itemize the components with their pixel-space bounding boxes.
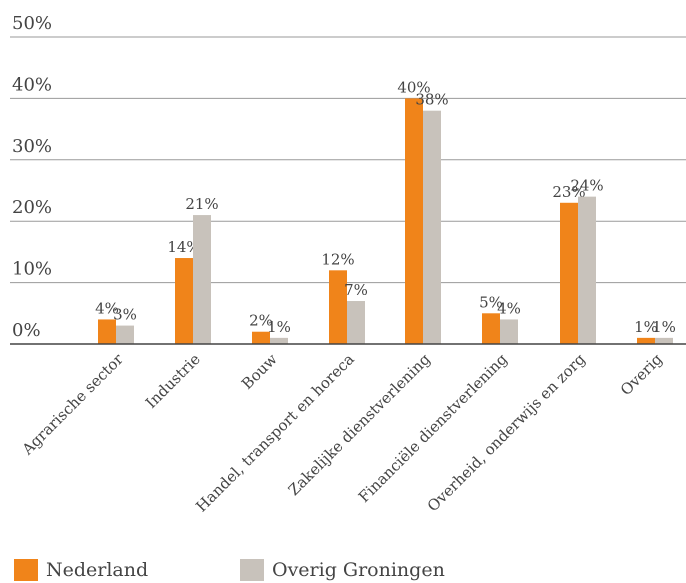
bar-overig-groningen bbox=[116, 325, 134, 344]
y-tick-label: 30% bbox=[12, 136, 52, 157]
x-tick-label: Overig bbox=[617, 350, 666, 399]
bar-overig-groningen bbox=[270, 337, 288, 344]
legend-item-overig-groningen: Overig Groningen bbox=[240, 558, 445, 582]
legend-label-overig-groningen: Overig Groningen bbox=[272, 559, 445, 581]
data-label: 21% bbox=[185, 195, 218, 213]
data-label: 38% bbox=[415, 91, 448, 109]
x-tick-label: Zakelijke dienstverlening bbox=[285, 350, 434, 499]
y-tick-label: 40% bbox=[12, 74, 52, 95]
y-tick-label: 10% bbox=[12, 259, 52, 280]
x-tick-label: Overheid, onderwijs en zorg bbox=[424, 350, 589, 515]
data-label: 23% bbox=[552, 183, 585, 201]
y-tick-label: 50% bbox=[12, 13, 52, 34]
data-label: 4% bbox=[95, 299, 119, 317]
bar-nederland bbox=[637, 337, 655, 344]
bar-nederland bbox=[329, 270, 347, 344]
legend-swatch-nederland bbox=[14, 559, 38, 581]
data-label: 4% bbox=[497, 299, 521, 317]
bar-nederland bbox=[405, 98, 423, 345]
bar-overig-groningen bbox=[347, 301, 365, 344]
x-tick-label: Agrarische sector bbox=[18, 350, 128, 460]
y-tick-label: 20% bbox=[12, 197, 52, 218]
bar-overig-groningen bbox=[193, 215, 211, 344]
bar-overig-groningen bbox=[655, 337, 673, 344]
legend-swatch-overig-groningen bbox=[240, 559, 264, 581]
bar-overig-groningen bbox=[578, 196, 596, 344]
bar-nederland bbox=[98, 319, 116, 344]
x-tick-label: Industrie bbox=[142, 350, 204, 412]
data-label: 24% bbox=[570, 177, 603, 195]
bar-nederland bbox=[560, 202, 578, 344]
legend-item-nederland: Nederland bbox=[14, 558, 148, 582]
data-label: 12% bbox=[321, 250, 354, 268]
bar-overig-groningen bbox=[423, 110, 441, 345]
bar-nederland bbox=[252, 331, 270, 344]
x-tick-label: Financiële dienstverlening bbox=[355, 350, 511, 506]
legend-label-nederland: Nederland bbox=[46, 559, 149, 581]
data-label: 5% bbox=[479, 293, 503, 311]
bar-nederland bbox=[175, 258, 193, 344]
data-label: 1% bbox=[652, 318, 676, 336]
data-label: 14% bbox=[167, 238, 200, 256]
data-label: 1% bbox=[267, 318, 291, 336]
data-label: 2% bbox=[249, 312, 273, 330]
x-tick-label: Bouw bbox=[238, 350, 281, 393]
data-label: 1% bbox=[634, 318, 658, 336]
bar-chart: 0% 10% 20% 30% 40% 50% 4% 14% 2% 12% 40% 5% 23% 1% 3% 2… bbox=[10, 13, 686, 516]
data-label: 7% bbox=[344, 281, 368, 299]
bar-overig-groningen bbox=[500, 319, 518, 344]
y-tick-label: 0% bbox=[12, 320, 41, 341]
data-label: 3% bbox=[113, 306, 137, 324]
data-label: 40% bbox=[397, 78, 430, 96]
bar-nederland bbox=[482, 313, 500, 344]
x-tick-label: Handel, transport en horeca bbox=[192, 350, 357, 515]
